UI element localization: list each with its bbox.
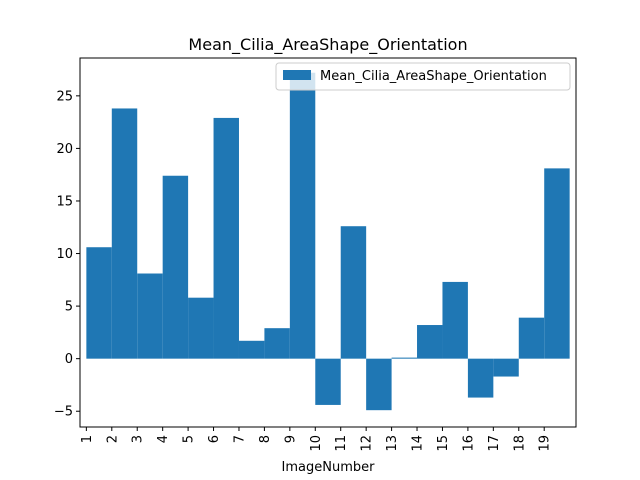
bar-6 xyxy=(213,117,239,359)
x-axis-label: ImageNumber xyxy=(282,460,376,475)
x-tick-label: 12 xyxy=(360,435,375,452)
x-tick-label: 2 xyxy=(105,435,120,443)
bar-17 xyxy=(493,358,519,377)
x-tick-label: 8 xyxy=(258,435,273,443)
x-tick-label: 6 xyxy=(207,435,222,443)
bar-16 xyxy=(467,358,494,398)
x-tick-label: 4 xyxy=(156,435,171,443)
legend: Mean_Cilia_AreaShape_Orientation xyxy=(275,62,571,91)
bars-group xyxy=(86,72,570,411)
bar-7 xyxy=(238,340,265,359)
bar-9 xyxy=(289,72,316,359)
y-tick-label: 15 xyxy=(56,194,73,209)
plot-frame xyxy=(79,57,577,428)
x-tick-label: 14 xyxy=(411,435,426,452)
x-tick-label: 5 xyxy=(182,435,197,443)
x-tick-label: 16 xyxy=(461,435,476,452)
y-tick-label: 20 xyxy=(56,142,73,157)
x-tick-label: 11 xyxy=(334,435,349,452)
bar-12 xyxy=(366,358,392,411)
y-tick-label: −5 xyxy=(54,405,73,420)
x-tick-label: 13 xyxy=(385,435,400,452)
x-axis: 1 2 3 4 5 6 7 8 9 10 11 12 13 14 15 16 17 18 19 xyxy=(80,427,553,452)
x-tick-label: 1 xyxy=(80,435,95,443)
bar-19 xyxy=(544,168,570,359)
bar-15 xyxy=(442,281,468,359)
y-tick-label: 25 xyxy=(56,89,73,104)
y-axis: −5 0 5 10 15 20 25 xyxy=(54,89,80,420)
y-tick-label: 5 xyxy=(65,300,73,315)
y-tick-label: 0 xyxy=(65,352,73,367)
bar-4 xyxy=(162,175,189,359)
bar-5 xyxy=(188,297,214,359)
x-tick-label: 15 xyxy=(436,435,451,452)
chart-title: Mean_Cilia_AreaShape_Orientation xyxy=(188,35,467,55)
bar-11 xyxy=(340,226,367,359)
bar-14 xyxy=(417,325,443,359)
x-tick-label: 17 xyxy=(487,435,502,452)
x-tick-label: 7 xyxy=(232,435,247,443)
bar-2 xyxy=(111,108,138,359)
bar-18 xyxy=(518,317,545,359)
bar-10 xyxy=(315,358,341,405)
y-tick-label: 10 xyxy=(56,247,73,262)
legend-box xyxy=(275,62,571,91)
x-tick-label: 10 xyxy=(309,435,324,452)
x-tick-label: 18 xyxy=(512,435,527,452)
legend-label: Mean_Cilia_AreaShape_Orientation xyxy=(320,69,547,84)
bar-8 xyxy=(264,328,290,359)
bar-13 xyxy=(391,357,418,359)
x-tick-label: 19 xyxy=(538,435,553,452)
x-tick-label: 3 xyxy=(131,435,146,443)
x-tick-label: 9 xyxy=(283,435,298,443)
bar-1 xyxy=(86,247,112,359)
legend-swatch xyxy=(283,70,311,80)
bar-3 xyxy=(137,273,163,359)
